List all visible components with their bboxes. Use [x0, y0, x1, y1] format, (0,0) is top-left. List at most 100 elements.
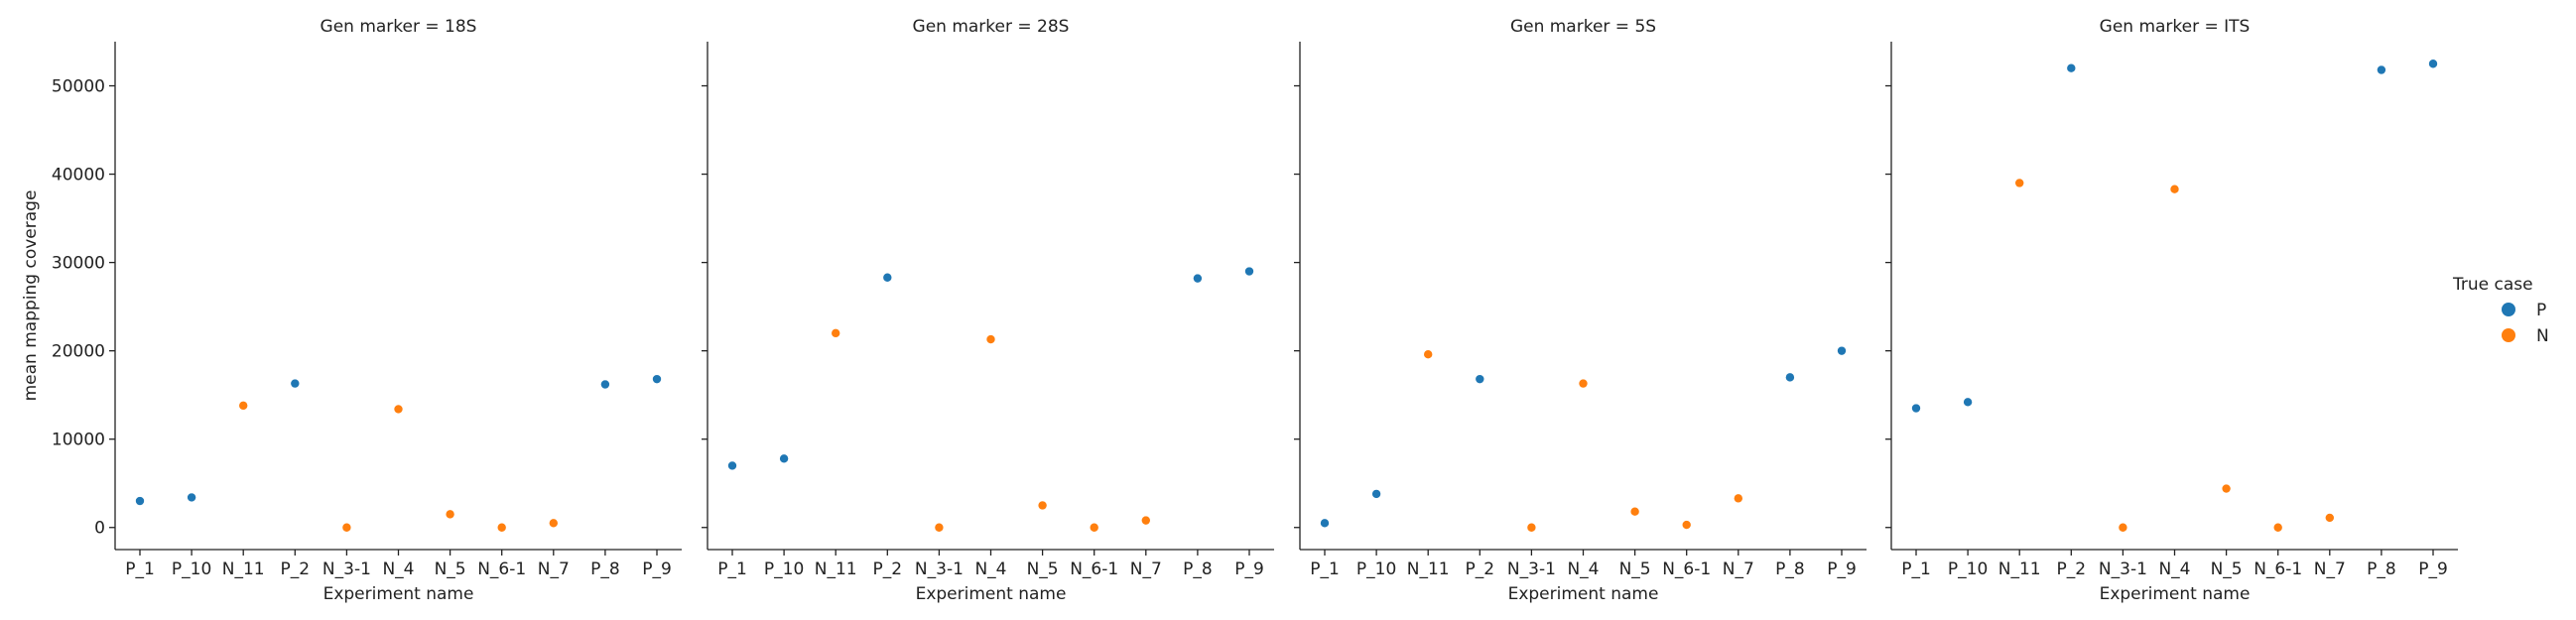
data-point [1785, 372, 1795, 383]
data-point [393, 404, 404, 415]
y-tick-label: 50000 [52, 77, 105, 97]
x-axis-label: Experiment name [916, 584, 1067, 604]
panel-2: Gen marker = 28S P_1 P_10 N_11 P_2 N_3-1 N_4 N_… [702, 17, 1274, 604]
data-point [1475, 374, 1485, 384]
data-point [187, 492, 196, 503]
x-tick-label: P_2 [281, 559, 311, 579]
data-point [2325, 513, 2335, 523]
x-tick-label: N_5 [1027, 559, 1059, 579]
x-tick-label: P_9 [1827, 559, 1857, 579]
data-point [1578, 378, 1589, 389]
x-axis-label: Experiment name [1508, 584, 1659, 604]
x-tick-label: P_1 [125, 559, 155, 579]
y-tick-label: 0 [94, 519, 105, 539]
data-point [1681, 520, 1692, 530]
data-point [779, 453, 789, 464]
data-point [652, 374, 662, 384]
legend-entries: PN [2502, 301, 2549, 346]
data-point [2272, 522, 2283, 533]
data-point [135, 496, 145, 506]
legend-title: True case [2452, 275, 2533, 295]
x-tick-label: P_1 [1310, 559, 1340, 579]
data-point [727, 460, 737, 471]
x-axis-label: Experiment name [2100, 584, 2251, 604]
panel-title: Gen marker = 18S [321, 17, 477, 37]
x-tick-label: N_11 [222, 559, 265, 579]
panel-3: Gen marker = 5S P_1 P_10 N_11 P_2 N_3-1 N_4 N_5… [1294, 17, 1867, 604]
x-tick-label: P_8 [2367, 559, 2396, 579]
x-tick-label: P_8 [1183, 559, 1213, 579]
data-point [2377, 64, 2386, 75]
x-tick-label: N_7 [1130, 559, 1162, 579]
data-point [1837, 345, 1847, 356]
data-point [1244, 266, 1254, 277]
legend-marker [2502, 328, 2515, 342]
x-tick-label: N_5 [2211, 559, 2243, 579]
data-point [1089, 522, 1099, 533]
x-tick-label: N_3-1 [1507, 559, 1556, 579]
x-tick-label: N_3-1 [322, 559, 371, 579]
x-tick-label: N_4 [974, 559, 1006, 579]
x-tick-label: N_4 [382, 559, 414, 579]
x-tick-label: N_6-1 [477, 559, 526, 579]
x-tick-label: P_2 [1466, 559, 1495, 579]
data-point [341, 522, 352, 533]
x-tick-label: N_3-1 [2099, 559, 2147, 579]
data-point [831, 328, 841, 338]
x-tick-label: N_3-1 [915, 559, 964, 579]
x-tick-label: P_1 [717, 559, 747, 579]
x-tick-label: N_4 [1567, 559, 1599, 579]
facet-panels: Gen marker = 18S 0 10000 20000 30000 40000 500… [52, 17, 2458, 604]
data-point [2169, 184, 2180, 194]
panel-4: Gen marker = ITS P_1 P_10 N_11 P_2 N_3-1 N_4 N_… [1885, 17, 2458, 604]
data-point [445, 509, 455, 520]
x-tick-label: P_10 [764, 559, 804, 579]
y-tick-label: 40000 [52, 166, 105, 186]
legend-marker [2502, 303, 2515, 316]
data-point [1911, 403, 1921, 414]
x-tick-label: N_7 [538, 559, 570, 579]
x-tick-label: P_1 [1901, 559, 1931, 579]
panel-title: Gen marker = 5S [1510, 17, 1656, 37]
data-point [2066, 62, 2077, 73]
data-point [882, 272, 893, 283]
data-point [1423, 349, 1433, 360]
data-point [2014, 178, 2024, 188]
x-tick-label: P_10 [1356, 559, 1396, 579]
x-tick-label: P_9 [1234, 559, 1264, 579]
y-axis-label: mean mapping coverage [21, 190, 41, 402]
data-point [1963, 397, 1973, 408]
data-point [1526, 522, 1537, 533]
data-point [1037, 500, 1048, 511]
panel-1: Gen marker = 18S 0 10000 20000 30000 40000 500… [52, 17, 682, 604]
data-point [985, 334, 996, 344]
x-tick-label: P_9 [2418, 559, 2448, 579]
x-tick-label: N_11 [1998, 559, 2041, 579]
y-tick-label: 20000 [52, 342, 105, 362]
x-tick-label: P_8 [590, 559, 620, 579]
x-tick-label: P_2 [873, 559, 903, 579]
x-tick-label: N_7 [2314, 559, 2346, 579]
y-tick-label: 10000 [52, 431, 105, 450]
data-point [2428, 59, 2438, 69]
x-tick-label: N_5 [435, 559, 466, 579]
data-point [548, 518, 559, 529]
x-tick-label: N_7 [1723, 559, 1754, 579]
x-tick-label: N_5 [1619, 559, 1651, 579]
data-point [1193, 273, 1203, 284]
legend-label: P [2536, 301, 2546, 320]
x-tick-label: P_10 [172, 559, 211, 579]
data-point [2221, 483, 2232, 494]
x-tick-label: N_11 [1407, 559, 1450, 579]
data-point [1734, 493, 1743, 504]
x-tick-label: P_9 [642, 559, 672, 579]
x-tick-label: N_6-1 [2254, 559, 2302, 579]
data-point [1629, 506, 1640, 517]
panel-title: Gen marker = ITS [2100, 17, 2251, 37]
data-point [600, 379, 610, 390]
x-axis-label: Experiment name [323, 584, 474, 604]
panel-title: Gen marker = 28S [913, 17, 1070, 37]
data-point [496, 522, 507, 533]
data-point [1371, 489, 1381, 499]
